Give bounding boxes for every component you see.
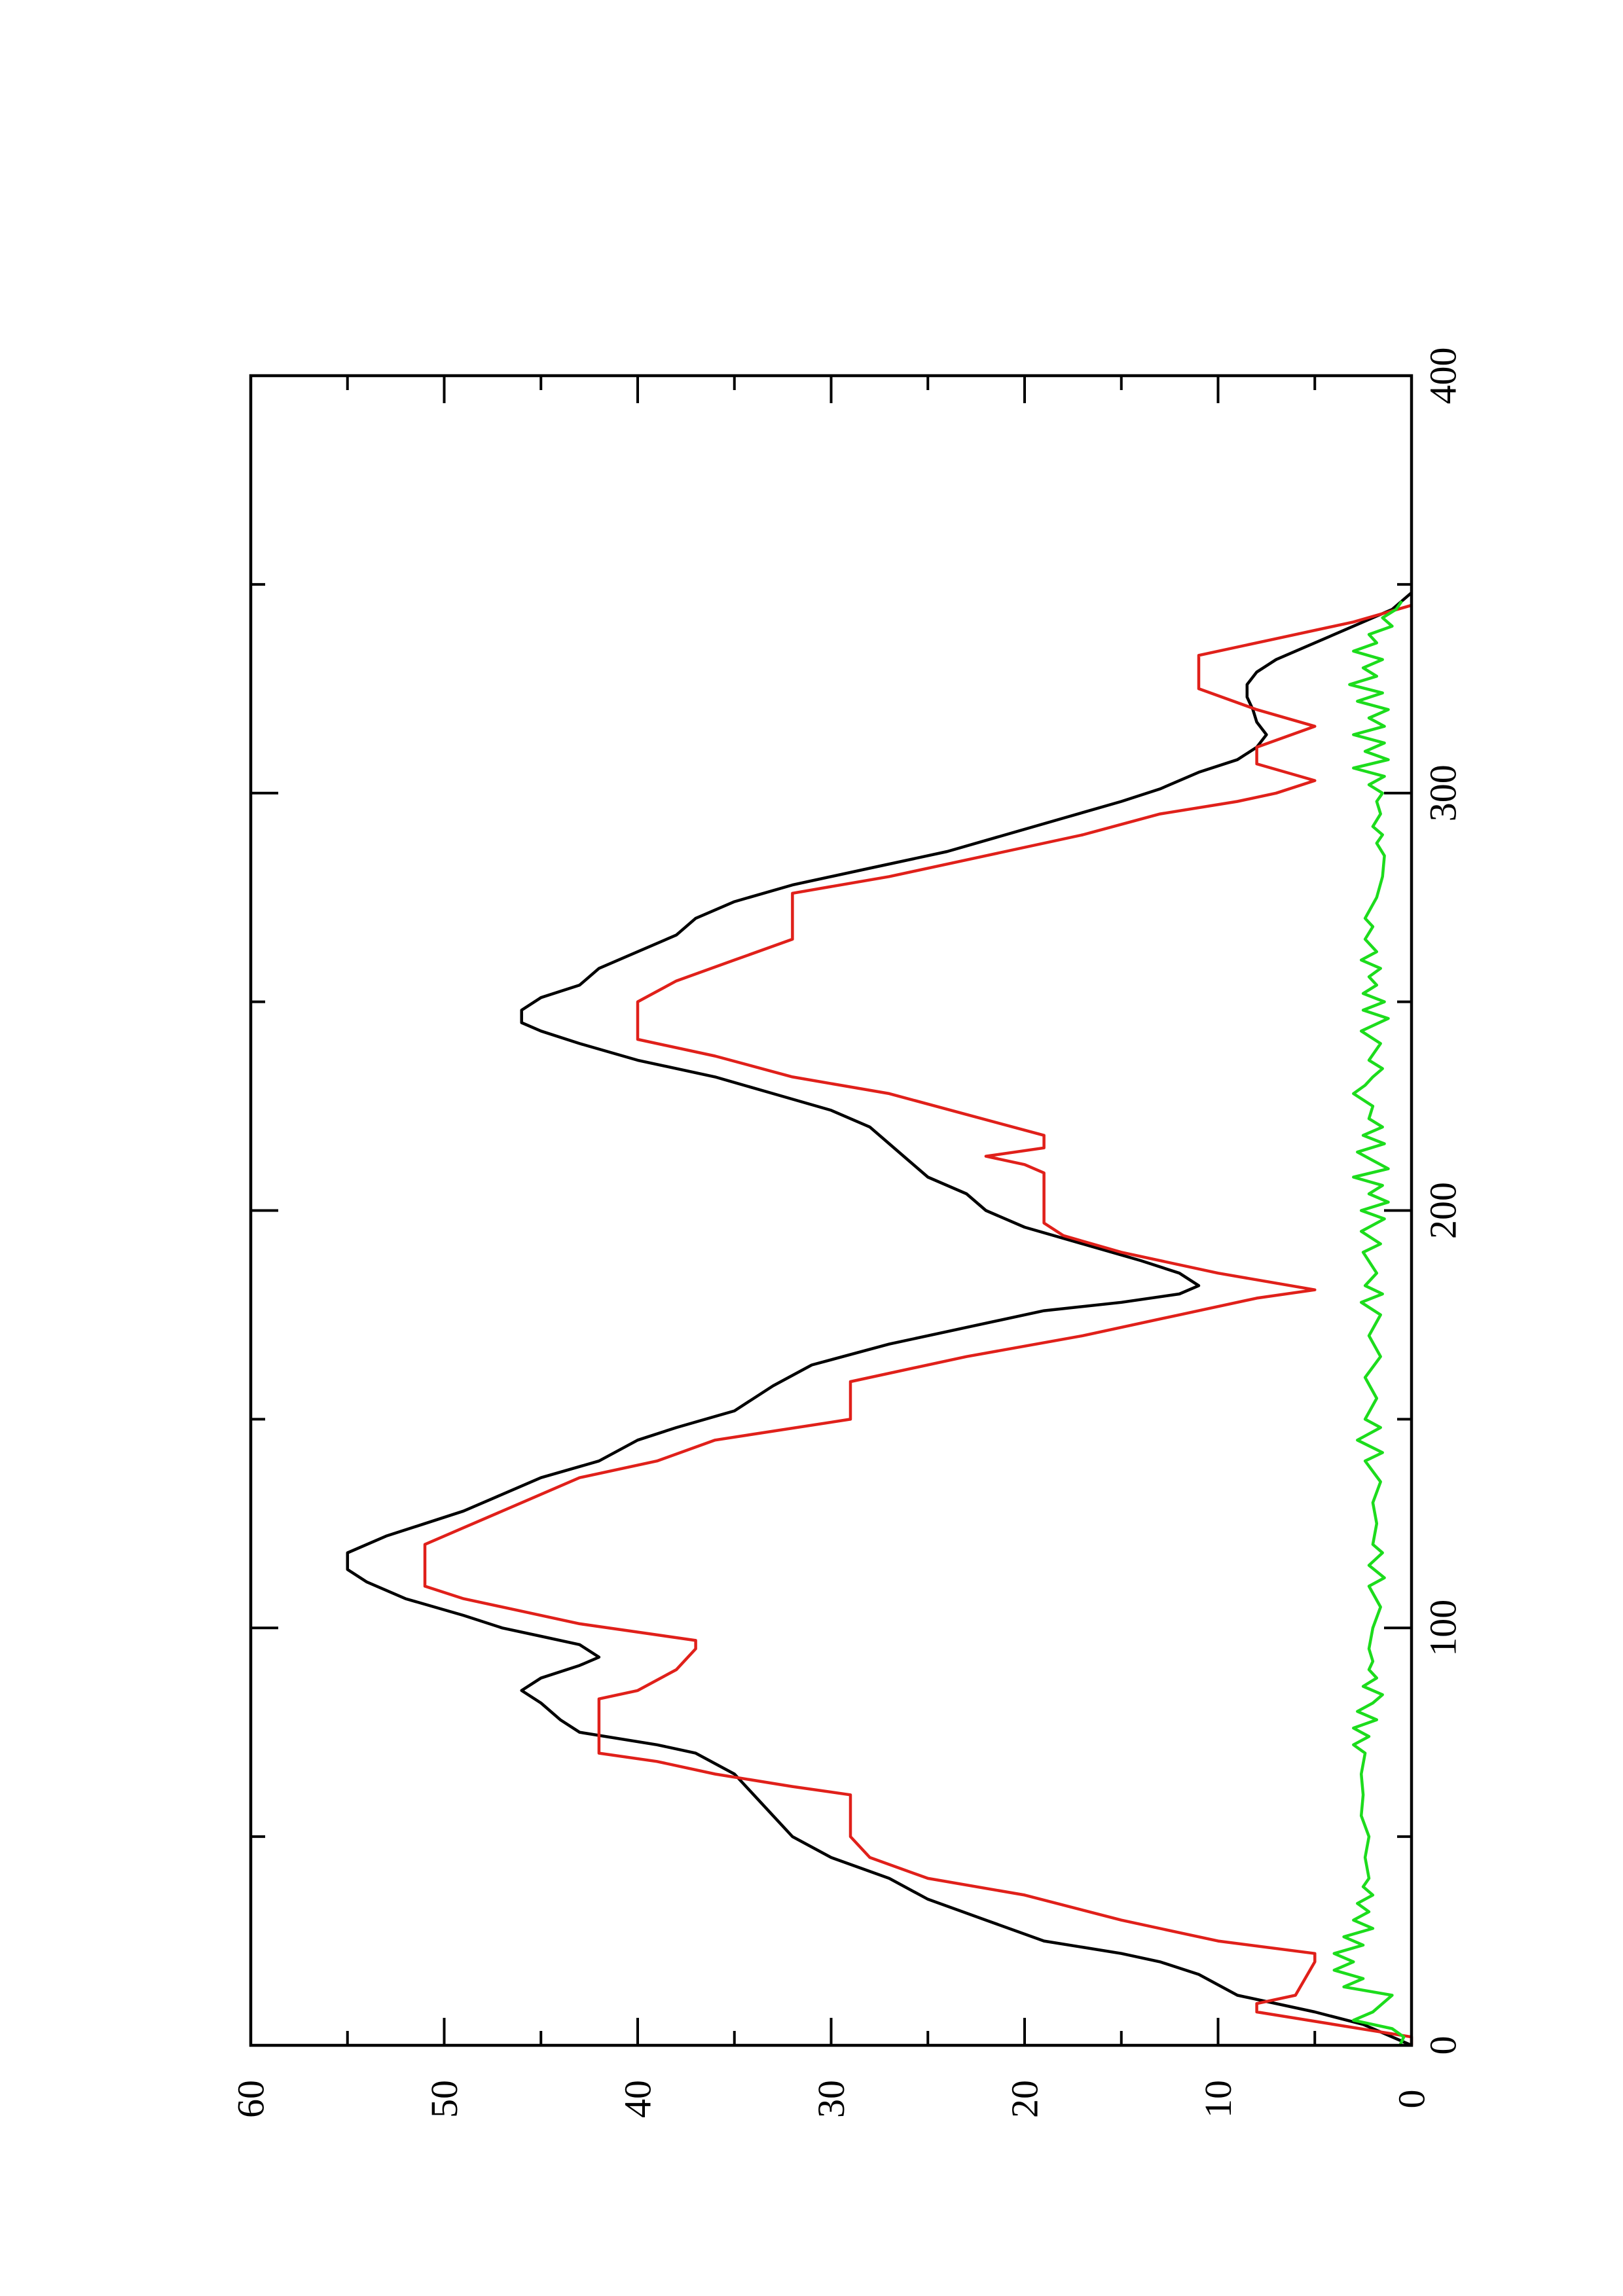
series-line-1 — [346, 591, 1413, 2047]
series-line-3 — [1332, 600, 1406, 2046]
y-tick-label: 60 — [230, 2080, 272, 2118]
y-tick-label: 40 — [617, 2080, 659, 2118]
x-tick-label: 300 — [1422, 764, 1465, 821]
y-tick-label: 20 — [1004, 2080, 1046, 2118]
y-tick-label: 30 — [810, 2080, 852, 2118]
series-line-2 — [423, 603, 1413, 2045]
y-tick-label: 0 — [1391, 2090, 1433, 2109]
y-tick-label: 50 — [423, 2080, 465, 2118]
x-tick-label: 400 — [1422, 348, 1465, 404]
x-tick-label: 0 — [1422, 2036, 1465, 2055]
y-tick-label: 10 — [1197, 2080, 1239, 2118]
x-tick-label: 200 — [1422, 1182, 1465, 1239]
plot-frame — [249, 374, 1413, 2047]
x-tick-label: 100 — [1422, 1600, 1465, 1657]
